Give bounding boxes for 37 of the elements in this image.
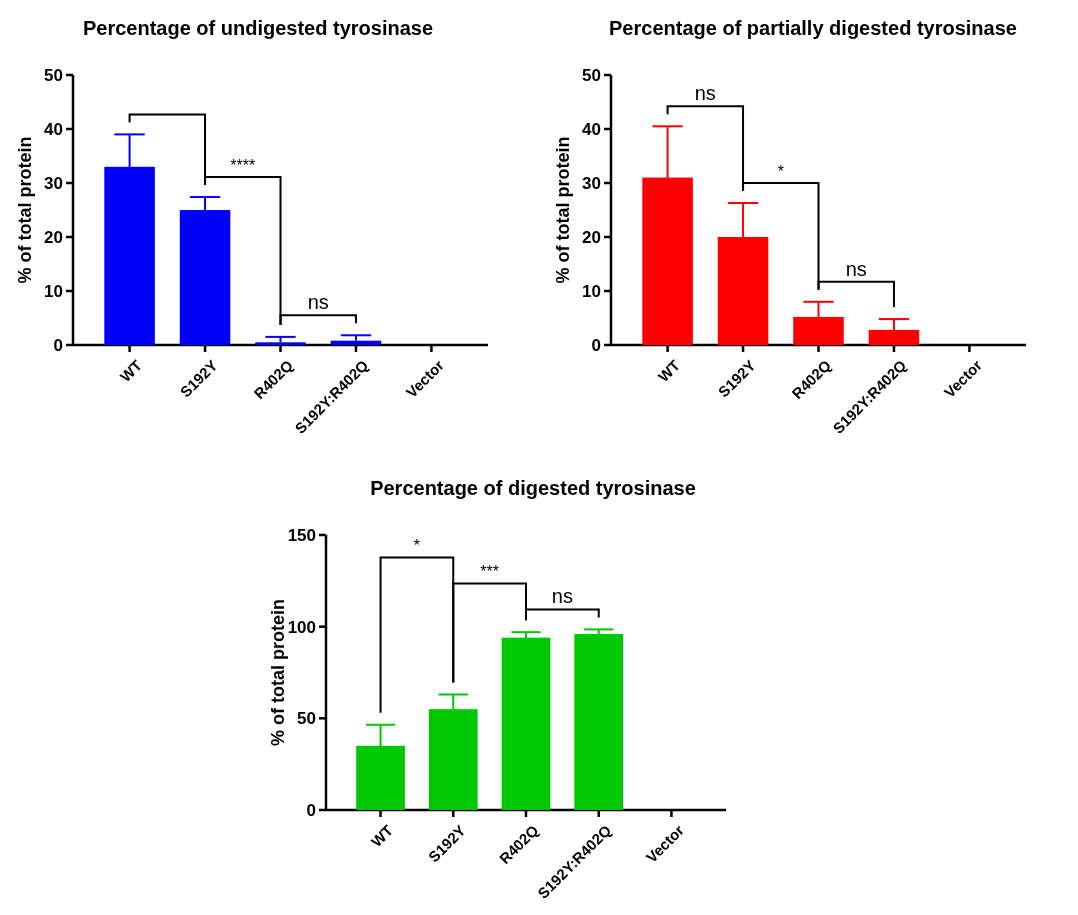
annotation: ns xyxy=(694,82,716,105)
y-tick-label: 0 xyxy=(591,335,601,355)
y-tick-label: 150 xyxy=(287,525,316,545)
y-axis-title: % of total protein xyxy=(15,136,35,284)
chart-title: Percentage of undigested tyrosinase xyxy=(82,17,434,39)
y-tick-label: 50 xyxy=(44,65,63,85)
y-tick-label: 10 xyxy=(582,281,601,301)
bar xyxy=(330,340,382,345)
annotation: * xyxy=(777,162,784,180)
y-axis-title: % of total protein xyxy=(553,136,573,284)
annotation: * xyxy=(413,537,421,555)
y-tick-label: 20 xyxy=(582,227,601,247)
y-tick-label: 40 xyxy=(44,119,63,139)
bar xyxy=(501,637,551,810)
y-tick-label: 40 xyxy=(582,119,601,139)
y-tick-label: 20 xyxy=(44,227,63,247)
y-tick-label: 50 xyxy=(297,709,316,729)
y-tick-label: 0 xyxy=(53,335,63,355)
annotation: *** xyxy=(480,563,499,581)
annotation: ns xyxy=(551,585,573,608)
chart-title: Percentage of digested tyrosinase xyxy=(370,477,696,499)
y-tick-label: 30 xyxy=(582,173,601,193)
x-tick-label: WT xyxy=(116,356,146,386)
x-tick-label: WT xyxy=(654,356,684,386)
y-tick-label: 0 xyxy=(306,800,316,820)
y-tick-label: 10 xyxy=(44,281,63,301)
y-tick-label: 30 xyxy=(44,173,63,193)
bar xyxy=(255,342,306,345)
annotation: ns xyxy=(845,257,867,280)
bar xyxy=(574,634,624,810)
y-tick-label: 100 xyxy=(287,617,316,637)
y-axis-title: % of total protein xyxy=(268,599,288,746)
annotation: **** xyxy=(230,157,256,175)
x-tick-label: WT xyxy=(367,821,397,851)
annotation: ns xyxy=(307,291,329,314)
y-tick-label: 50 xyxy=(582,65,601,85)
chart-title: Percentage of partially digested tyrosinase xyxy=(609,17,1017,39)
